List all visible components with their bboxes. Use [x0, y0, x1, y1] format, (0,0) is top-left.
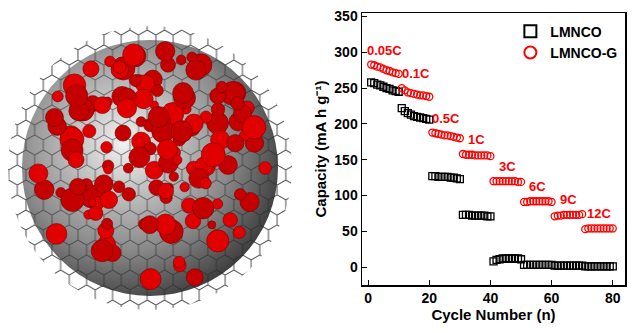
- svg-text:Capacity (mA h g⁻¹): Capacity (mA h g⁻¹): [312, 81, 329, 218]
- svg-text:0.05C: 0.05C: [367, 43, 402, 58]
- svg-text:100: 100: [334, 187, 358, 203]
- svg-text:LMNCO-G: LMNCO-G: [550, 45, 617, 61]
- svg-text:Cycle Number (n): Cycle Number (n): [431, 306, 555, 323]
- svg-text:300: 300: [334, 44, 358, 60]
- svg-text:20: 20: [421, 290, 437, 306]
- svg-text:150: 150: [334, 152, 358, 168]
- svg-text:LMNCO: LMNCO: [550, 24, 601, 40]
- svg-text:9C: 9C: [560, 192, 577, 207]
- svg-text:40: 40: [483, 290, 499, 306]
- svg-text:3C: 3C: [499, 159, 516, 174]
- svg-text:350: 350: [334, 8, 358, 24]
- svg-text:200: 200: [334, 116, 358, 132]
- svg-text:0: 0: [350, 259, 358, 275]
- svg-text:50: 50: [342, 223, 358, 239]
- svg-text:1C: 1C: [468, 132, 485, 147]
- svg-text:60: 60: [544, 290, 560, 306]
- svg-text:80: 80: [605, 290, 621, 306]
- svg-text:0.1C: 0.1C: [402, 66, 430, 81]
- svg-text:250: 250: [334, 80, 358, 96]
- svg-text:0: 0: [364, 290, 372, 306]
- svg-text:0.5C: 0.5C: [432, 111, 460, 126]
- svg-text:12C: 12C: [587, 206, 611, 221]
- svg-text:6C: 6C: [529, 179, 546, 194]
